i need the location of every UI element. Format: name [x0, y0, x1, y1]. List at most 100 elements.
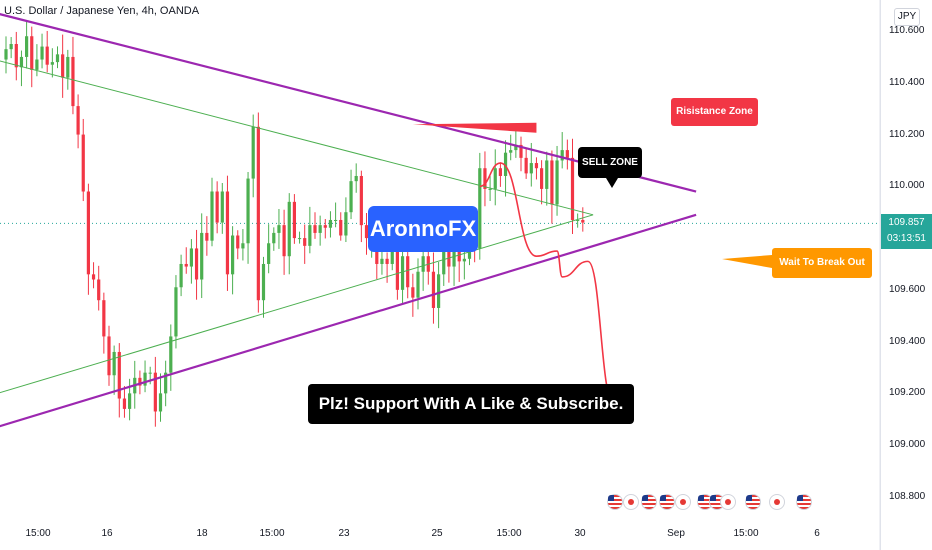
- candle-body: [169, 336, 173, 373]
- time-tick-label: 15:00: [259, 528, 285, 539]
- support-message-label[interactable]: Plz! Support With A Like & Subscribe.: [308, 384, 634, 424]
- candle-body: [416, 271, 420, 298]
- sell-zone-label[interactable]: SELL ZONE: [578, 147, 642, 178]
- last-price-tag: 109.857 03:13:51: [881, 214, 932, 249]
- candle-body: [334, 219, 338, 221]
- candle-body: [91, 274, 96, 280]
- economic-event-icon[interactable]: [720, 494, 736, 510]
- candle-body: [174, 287, 178, 337]
- candle-body: [215, 191, 219, 223]
- candle-body: [385, 258, 389, 264]
- wait-label-tail: [722, 255, 772, 268]
- candle-body: [292, 201, 296, 239]
- price-tick-label: 109.000: [889, 439, 926, 451]
- candle-body: [364, 225, 369, 239]
- candle-body: [560, 150, 564, 161]
- candle-body: [447, 251, 451, 267]
- candle-body: [493, 168, 497, 189]
- event-flag-icon: [680, 499, 686, 505]
- candle-body: [488, 188, 492, 190]
- economic-event-icon[interactable]: [623, 494, 639, 510]
- candle-body: [555, 160, 559, 205]
- time-tick-label: 25: [431, 528, 443, 539]
- wait-breakout-label[interactable]: Wait To Break Out: [772, 248, 872, 278]
- price-tick-label: 110.000: [889, 180, 925, 192]
- candle-body: [261, 263, 266, 301]
- candle-body: [45, 46, 49, 65]
- candle-body: [164, 372, 168, 394]
- currency-button[interactable]: JPY: [894, 8, 920, 26]
- price-tick-label: 110.400: [889, 76, 925, 88]
- brand-label[interactable]: AronnoFX: [368, 206, 478, 252]
- candle-body: [66, 56, 70, 78]
- time-tick-label: 15:00: [733, 528, 759, 539]
- time-tick-label: 18: [196, 528, 208, 539]
- candle-body: [25, 36, 29, 57]
- candle-body: [40, 46, 44, 60]
- price-tick-label: 110.200: [889, 128, 925, 140]
- candle-body: [117, 351, 121, 399]
- candle-body: [97, 279, 101, 301]
- bar-countdown: 03:13:51: [887, 233, 926, 244]
- candle-body: [241, 243, 245, 249]
- candle-body: [225, 191, 230, 275]
- candle-body: [210, 191, 214, 241]
- time-tick-label: 30: [574, 528, 586, 539]
- candle-body: [534, 163, 539, 169]
- candle-body: [318, 225, 322, 233]
- candle-body: [529, 163, 533, 174]
- candle-body: [86, 191, 90, 275]
- candle-body: [354, 175, 358, 182]
- candle-body: [406, 256, 410, 288]
- channel-lower-line: [0, 213, 697, 428]
- candle-body: [545, 160, 549, 189]
- candle-body: [256, 126, 260, 301]
- candle-body: [246, 178, 250, 244]
- price-axis[interactable]: [880, 0, 932, 550]
- price-tick-label: 109.200: [889, 387, 926, 399]
- event-flag-icon: [774, 499, 780, 505]
- candle-body: [462, 258, 466, 262]
- economic-event-icon[interactable]: [796, 494, 812, 510]
- price-tick-label: 109.600: [889, 283, 926, 295]
- candle-body: [143, 372, 147, 386]
- time-tick-label: 23: [338, 528, 350, 539]
- last-price-value: 109.857: [888, 217, 925, 228]
- candle-body: [431, 271, 436, 308]
- candle-body: [179, 263, 183, 288]
- economic-event-icon[interactable]: [607, 494, 623, 510]
- candle-body: [189, 248, 193, 267]
- candle-body: [184, 263, 188, 267]
- candle-body: [35, 59, 39, 70]
- time-tick-label: Sep: [667, 528, 685, 539]
- economic-event-icon[interactable]: [769, 494, 785, 510]
- resistance-pointer: [412, 122, 537, 133]
- resistance-zone-label[interactable]: Risistance Zone: [671, 98, 758, 126]
- candle-body: [236, 235, 240, 249]
- economic-event-icon[interactable]: [659, 494, 675, 510]
- candle-body: [576, 219, 580, 221]
- time-tick-label: 15:00: [496, 528, 522, 539]
- candle-body: [339, 219, 343, 236]
- candle-body: [76, 106, 80, 135]
- candle-body: [50, 62, 54, 65]
- candle-body: [297, 238, 302, 240]
- price-tick-label: 110.600: [889, 25, 925, 37]
- candle-body: [509, 150, 513, 153]
- economic-event-icon[interactable]: [675, 494, 691, 510]
- candle-body: [4, 49, 8, 60]
- candle-body: [478, 168, 482, 249]
- channel-upper-line: [0, 13, 697, 193]
- candle-body: [421, 256, 425, 272]
- inner-lower-trendline: [0, 214, 594, 394]
- candle-body: [514, 144, 518, 151]
- candle-body: [303, 238, 307, 246]
- economic-event-icon[interactable]: [745, 494, 761, 510]
- candle-body: [231, 235, 235, 275]
- event-flag-icon: [725, 499, 731, 505]
- candle-body: [71, 56, 75, 107]
- economic-event-icon[interactable]: [641, 494, 657, 510]
- inner-upper-trendline: [0, 60, 594, 216]
- candle-body: [503, 152, 508, 176]
- candle-body: [570, 157, 575, 220]
